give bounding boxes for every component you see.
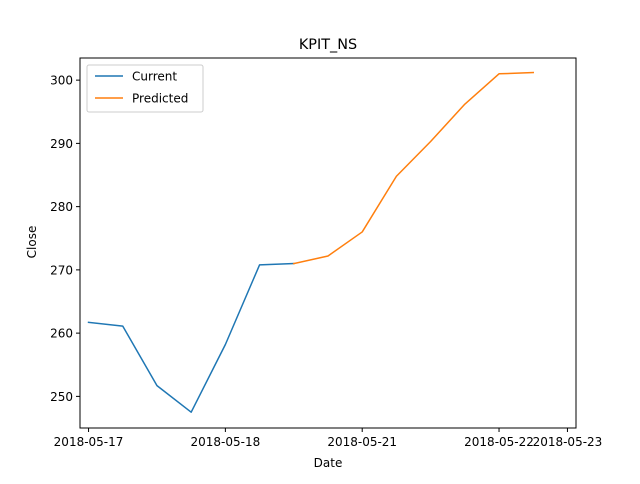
x-tick-label: 2018-05-23 xyxy=(533,435,603,449)
x-axis-ticks: 2018-05-17 2018-05-18 2018-05-21 2018-05-22… xyxy=(54,428,603,449)
y-axis-ticks: 250 260 270 280 290 300 xyxy=(50,74,80,404)
x-tick-label: 2018-05-17 xyxy=(54,435,124,449)
legend-label-predicted: Predicted xyxy=(132,92,188,106)
y-tick-label: 250 xyxy=(50,390,73,404)
series-line-current xyxy=(87,262,295,413)
y-tick-label: 280 xyxy=(50,200,73,214)
y-tick-label: 290 xyxy=(50,137,73,151)
y-axis-label: Close xyxy=(25,226,39,259)
chart-title: KPIT_NS xyxy=(299,37,357,53)
y-tick-label: 300 xyxy=(50,74,73,88)
series-line-predicted xyxy=(292,71,535,265)
x-tick-label: 2018-05-18 xyxy=(191,435,261,449)
x-tick-label: 2018-05-22 xyxy=(464,435,534,449)
legend-label-current: Current xyxy=(132,70,177,84)
y-tick-label: 270 xyxy=(50,263,73,277)
series-layer xyxy=(87,71,535,413)
y-tick-label: 260 xyxy=(50,327,73,341)
x-tick-label: 2018-05-21 xyxy=(327,435,397,449)
legend: Current Predicted xyxy=(86,64,204,113)
x-axis-label: Date xyxy=(314,456,343,470)
plot-area-frame xyxy=(79,57,577,429)
